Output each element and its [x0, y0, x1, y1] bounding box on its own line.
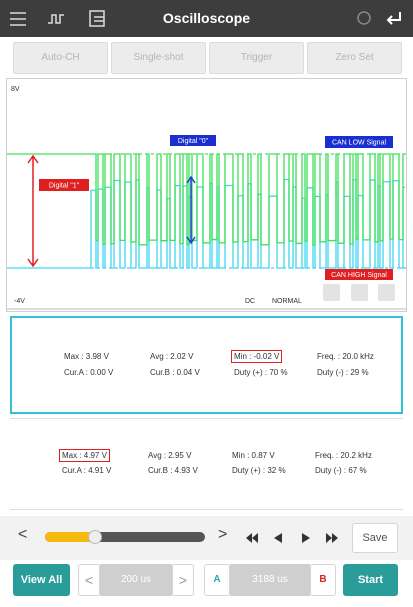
- stat-value: Cur.B : 4.93 V: [148, 466, 198, 475]
- start-button[interactable]: Start: [343, 564, 398, 596]
- zero-set-button[interactable]: Zero Set: [307, 42, 402, 74]
- toolbar-icons: [10, 10, 105, 27]
- can-low-trace: [7, 153, 405, 246]
- scroll-left[interactable]: <: [18, 526, 28, 543]
- stat-value: Cur.B : 0.04 V: [150, 368, 200, 377]
- channel-a-panel: Max : 3.98 V Avg : 2.02 V Min : -0.02 V Fre…: [10, 316, 403, 414]
- slider-track[interactable]: [45, 530, 205, 544]
- playback-bar: < > Save: [0, 516, 413, 560]
- digital-1-label: Digital "1": [49, 183, 80, 190]
- single-shot-button[interactable]: Single-shot: [111, 42, 206, 74]
- stat-value: Duty (+) : 70 %: [234, 368, 288, 377]
- time-prev-button[interactable]: <: [78, 564, 100, 596]
- save-button[interactable]: Save: [352, 523, 398, 553]
- stat-value: Duty (-) : 67 %: [315, 466, 367, 475]
- channel-b-panel: Max : 4.97 V Avg : 2.95 V Min : 0.87 V Freq…: [10, 418, 403, 510]
- trigger-button[interactable]: Trigger: [209, 42, 304, 74]
- waveform-area: Digital "1" Digital "0" CAN LOW Signal C…: [7, 86, 406, 310]
- stat-value: Freq. : 20.2 kHz: [315, 451, 372, 460]
- cursor-a-button[interactable]: A: [204, 564, 230, 596]
- auto-ch-button[interactable]: Auto-CH: [13, 42, 108, 74]
- scope-screen: Digital "1" Digital "0" CAN LOW Signal C…: [6, 78, 407, 312]
- stat-value: Avg : 2.95 V: [148, 451, 192, 460]
- time-next-button[interactable]: >: [172, 564, 194, 596]
- toolbar-right-icons: [357, 11, 401, 25]
- stat-value: Freq. : 20.0 kHz: [317, 352, 374, 361]
- can-low-label: CAN LOW Signal: [332, 140, 387, 147]
- coupling-label: DC: [245, 298, 255, 305]
- playback-icons: [246, 533, 338, 543]
- stat-value: Max : 4.97 V: [59, 449, 110, 462]
- stat-value: Duty (+) : 32 %: [232, 466, 286, 475]
- stat-value: Max : 3.98 V: [64, 352, 109, 361]
- digital-0-label: Digital "0": [178, 138, 209, 145]
- top-bar: Oscilloscope: [0, 0, 413, 37]
- can-high-trace: [7, 178, 405, 269]
- can-high-label: CAN HIGH Signal: [331, 272, 387, 279]
- trigger-mode-label: NORMAL: [272, 298, 302, 305]
- view-all-button[interactable]: View All: [13, 564, 70, 596]
- stat-value: Min : -0.02 V: [231, 350, 283, 363]
- stat-value: Cur.A : 4.91 V: [62, 466, 112, 475]
- scroll-right[interactable]: >: [218, 526, 228, 543]
- stat-value: Duty (-) : 29 %: [317, 368, 369, 377]
- stat-value: Avg : 2.02 V: [150, 352, 194, 361]
- top-voltage-label: 8V: [11, 86, 20, 93]
- cursor-b-button[interactable]: B: [310, 564, 336, 596]
- time-div-display: 200 us: [100, 564, 172, 596]
- app-title: Oscilloscope: [162, 10, 251, 26]
- slider-fill: [45, 532, 97, 542]
- slider-thumb[interactable]: [88, 530, 102, 544]
- stat-value: Min : 0.87 V: [232, 451, 275, 460]
- cursor-time-display: 3188 us: [230, 564, 310, 596]
- stat-value: Cur.A : 0.00 V: [64, 368, 114, 377]
- bottom-voltage-label: -4V: [14, 298, 25, 305]
